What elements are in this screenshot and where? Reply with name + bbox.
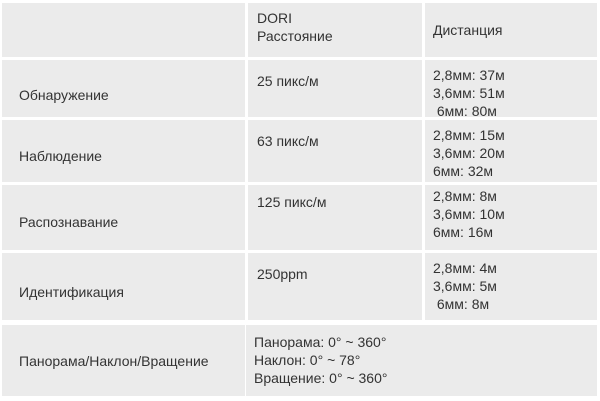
density-text: 25 пикс/м — [257, 73, 319, 89]
header-empty-cell — [2, 3, 245, 57]
row-label-detection: Обнаружение — [2, 60, 245, 117]
header-distance-text: Дистанция — [433, 22, 503, 38]
row-density: 250ppm — [248, 253, 422, 320]
distance-line: 6мм: 80м — [433, 103, 497, 119]
row-density: 63 пикс/м — [248, 120, 422, 182]
distance-line: 3,6мм: 10м — [433, 206, 505, 222]
distance-line: 3,6мм: 51м — [433, 85, 505, 101]
ptz-values: Панорама: 0° ~ 360° Наклон: 0° ~ 78° Вра… — [246, 325, 597, 396]
row-label-text: Обнаружение — [19, 86, 109, 103]
distance-line: 3,6мм: 5м — [433, 278, 497, 294]
distance-line: 2,8мм: 4м — [433, 260, 497, 276]
row-density: 125 пикс/м — [248, 185, 422, 250]
ptz-label-text: Панорама/Наклон/Вращение — [19, 352, 209, 369]
distance-line: 6мм: 16м — [433, 224, 494, 240]
row-label-text: Распознавание — [19, 213, 119, 230]
row-label-text: Наблюдение — [19, 148, 102, 164]
row-distances: 2,8мм: 8м 3,6мм: 10м 6мм: 16м — [425, 185, 597, 250]
row-label-observation: Наблюдение — [2, 120, 245, 182]
density-text: 63 пикс/м — [257, 133, 319, 149]
row-distances: 2,8мм: 37м 3,6мм: 51м 6мм: 80м — [425, 60, 597, 119]
row-label-text: Идентификация — [19, 283, 124, 300]
distance-line: 6мм: 8м — [433, 296, 490, 312]
row-distances: 2,8мм: 15м 3,6мм: 20м 6мм: 32м — [425, 120, 597, 182]
header-dori: DORI — [257, 10, 292, 26]
header-dori-distance: DORI Расстояние — [248, 3, 422, 57]
header-distance-label: Расстояние — [257, 28, 333, 44]
row-label-identification: Идентификация — [2, 253, 245, 320]
distance-line: 2,8мм: 8м — [433, 188, 497, 204]
density-text: 250ppm — [257, 266, 308, 282]
header-distance: Дистанция — [425, 3, 597, 57]
distance-line: 2,8мм: 15м — [433, 127, 505, 143]
distance-line: 6мм: 32м — [433, 163, 494, 179]
distance-line: 3,6мм: 20м — [433, 145, 505, 161]
ptz-rotation: Вращение: 0° ~ 360° — [254, 370, 388, 386]
row-label-recognition: Распознавание — [2, 185, 245, 250]
ptz-tilt: Наклон: 0° ~ 78° — [254, 352, 361, 368]
ptz-label: Панорама/Наклон/Вращение — [2, 325, 245, 396]
row-density: 25 пикс/м — [248, 60, 422, 117]
density-text: 125 пикс/м — [257, 194, 327, 210]
ptz-pan: Панорама: 0° ~ 360° — [254, 334, 387, 350]
distance-line: 2,8мм: 37м — [433, 67, 505, 83]
row-distances: 2,8мм: 4м 3,6мм: 5м 6мм: 8м — [425, 253, 597, 320]
